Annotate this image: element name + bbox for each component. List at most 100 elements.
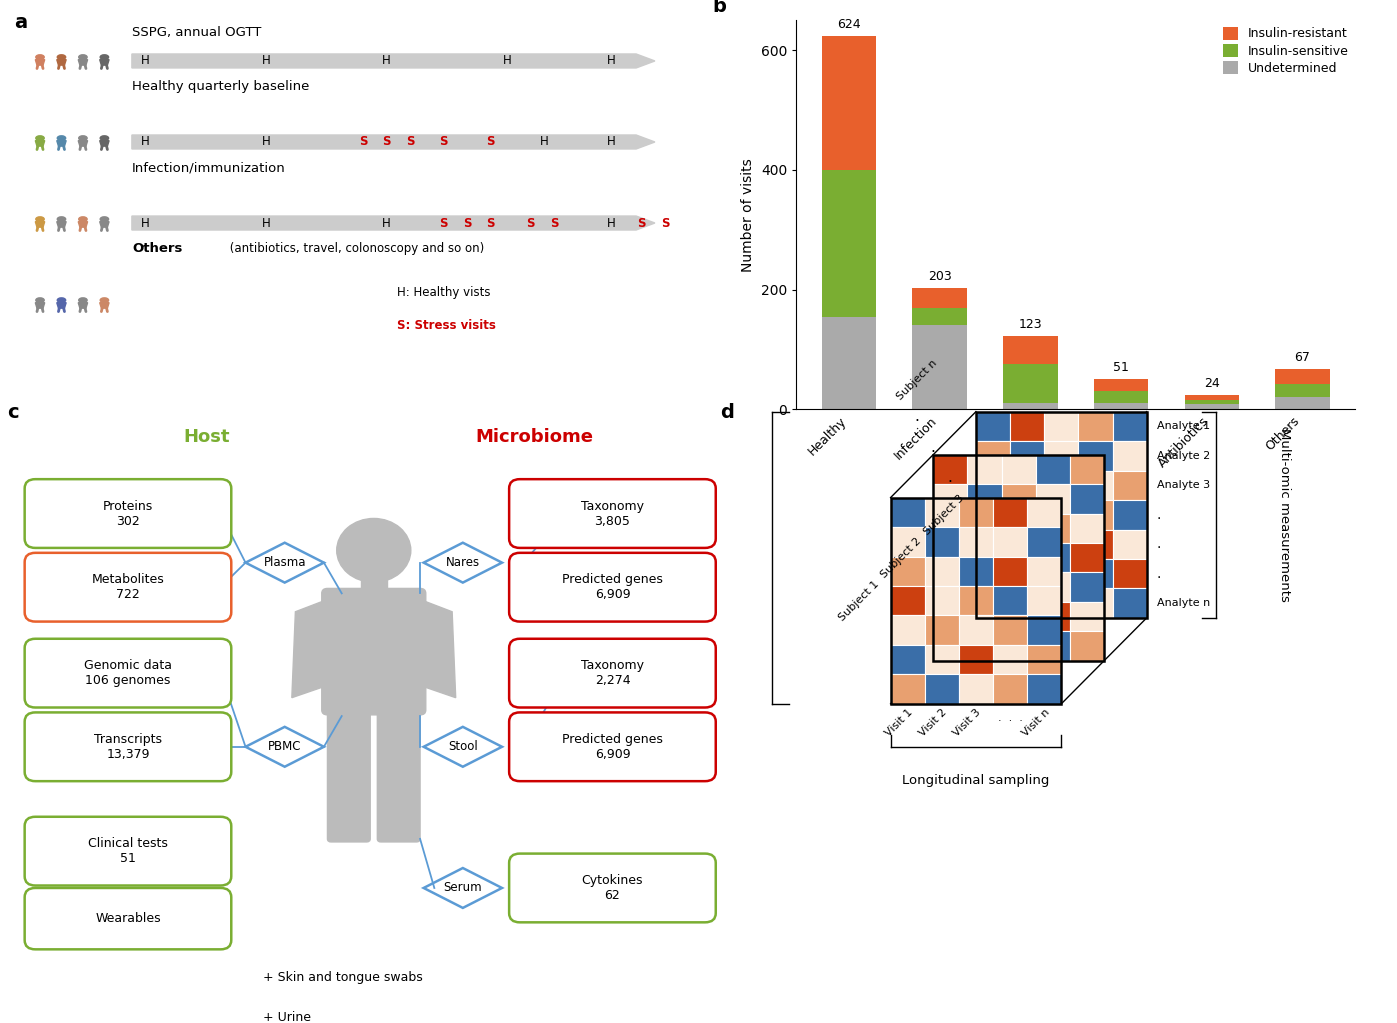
Bar <box>1070 514 1104 543</box>
Text: Subject n: Subject n <box>895 358 939 402</box>
Bar <box>993 497 1027 527</box>
Circle shape <box>36 55 45 59</box>
Bar <box>977 411 1010 441</box>
Text: H: H <box>503 54 511 68</box>
Bar <box>977 411 1147 618</box>
Bar <box>1078 588 1112 618</box>
Bar <box>891 674 925 704</box>
Bar <box>891 557 925 586</box>
Bar <box>1044 530 1078 559</box>
Bar <box>1003 336 1058 364</box>
Bar <box>1070 484 1104 514</box>
FancyBboxPatch shape <box>509 638 715 708</box>
Text: .  .  .: . . . <box>997 713 1023 723</box>
Bar <box>1002 514 1035 543</box>
Bar <box>925 616 958 644</box>
Polygon shape <box>78 140 88 146</box>
Bar <box>821 36 876 170</box>
Bar <box>891 644 925 674</box>
Text: b: b <box>712 0 726 16</box>
Circle shape <box>78 298 87 303</box>
Bar <box>1044 471 1078 500</box>
Circle shape <box>36 298 45 303</box>
Text: Others: Others <box>131 242 182 255</box>
Bar <box>1035 631 1070 661</box>
Text: .: . <box>947 471 953 486</box>
Bar <box>1185 404 1239 409</box>
Text: Subject 2: Subject 2 <box>879 536 923 580</box>
Bar <box>1185 395 1239 400</box>
Polygon shape <box>78 59 88 65</box>
Bar <box>1094 379 1148 391</box>
Text: Stool: Stool <box>448 741 478 753</box>
Bar <box>958 674 993 704</box>
Bar <box>1035 543 1070 573</box>
Text: Serum: Serum <box>443 882 482 894</box>
Text: Transcripts
13,379: Transcripts 13,379 <box>94 732 162 761</box>
FancyBboxPatch shape <box>509 853 715 923</box>
Circle shape <box>101 136 109 140</box>
Circle shape <box>57 217 66 221</box>
Bar <box>993 616 1027 644</box>
Text: S: S <box>407 135 415 148</box>
Text: SSPG, annual OGTT: SSPG, annual OGTT <box>131 26 261 39</box>
Bar <box>891 497 1062 704</box>
Bar <box>967 631 1002 661</box>
Bar <box>977 441 1010 471</box>
Text: S: S <box>462 217 471 229</box>
Circle shape <box>78 55 87 59</box>
Text: Analyte 2: Analyte 2 <box>1157 451 1210 460</box>
Bar <box>1010 411 1044 441</box>
Bar <box>977 588 1010 618</box>
Polygon shape <box>57 303 66 308</box>
Bar <box>993 527 1027 557</box>
Bar <box>1035 454 1070 484</box>
Bar <box>1027 674 1062 704</box>
Bar <box>1027 497 1062 527</box>
Text: Longitudinal sampling: Longitudinal sampling <box>902 774 1049 788</box>
Bar <box>1027 644 1062 674</box>
FancyBboxPatch shape <box>25 712 232 782</box>
Bar <box>1070 573 1104 602</box>
Bar <box>1070 454 1104 484</box>
Text: Wearables: Wearables <box>95 913 161 925</box>
Bar <box>1002 573 1035 602</box>
Circle shape <box>78 217 87 221</box>
Text: Predicted genes
6,909: Predicted genes 6,909 <box>562 732 664 761</box>
Text: 123: 123 <box>1018 318 1042 330</box>
Polygon shape <box>35 59 45 65</box>
Bar <box>993 644 1027 674</box>
Bar <box>977 559 1010 588</box>
Bar <box>958 557 993 586</box>
Bar <box>1275 384 1330 397</box>
Text: S: S <box>440 217 448 229</box>
Text: Analyte 1: Analyte 1 <box>1157 421 1210 432</box>
Bar <box>958 644 993 674</box>
Text: H: H <box>261 217 271 229</box>
Text: Analyte n: Analyte n <box>1157 598 1210 608</box>
Bar <box>933 514 967 543</box>
Circle shape <box>36 136 45 140</box>
Bar <box>1002 631 1035 661</box>
Bar <box>1070 602 1104 631</box>
Bar <box>1003 403 1058 409</box>
Bar <box>967 602 1002 631</box>
FancyBboxPatch shape <box>377 707 420 842</box>
FancyBboxPatch shape <box>509 479 715 548</box>
Text: H: H <box>606 135 616 148</box>
Text: H: H <box>141 54 149 68</box>
Text: Clinical tests
51: Clinical tests 51 <box>88 837 168 865</box>
Text: Analyte 3: Analyte 3 <box>1157 481 1210 490</box>
Text: .: . <box>1157 567 1161 581</box>
Text: S: S <box>550 217 559 229</box>
Polygon shape <box>99 140 109 146</box>
Text: + Urine: + Urine <box>263 1011 312 1023</box>
Text: Visit 1: Visit 1 <box>883 707 915 739</box>
Bar <box>958 586 993 616</box>
Bar <box>1002 454 1035 484</box>
Text: Infection/immunization: Infection/immunization <box>131 162 285 174</box>
Y-axis label: Number of visits: Number of visits <box>742 158 756 272</box>
Text: Subject 1: Subject 1 <box>837 579 880 623</box>
Bar <box>1002 602 1035 631</box>
Text: Taxonomy
2,274: Taxonomy 2,274 <box>581 659 644 687</box>
